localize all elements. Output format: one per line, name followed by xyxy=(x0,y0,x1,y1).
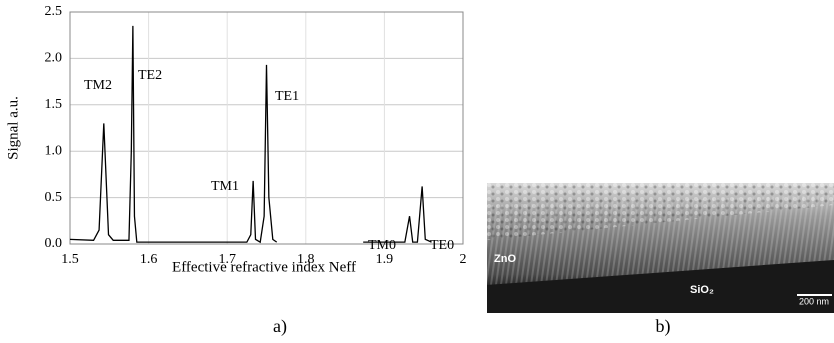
y-tick-label: 2.0 xyxy=(45,51,63,66)
y-tick-label: 2.5 xyxy=(45,4,63,19)
peak-label: TE1 xyxy=(275,89,299,104)
plot-frame xyxy=(70,12,463,244)
x-tick-label: 1.7 xyxy=(218,252,236,267)
x-tick-label: 1.6 xyxy=(140,252,158,267)
peak-label: TM2 xyxy=(84,78,112,93)
x-tick-label: 1.5 xyxy=(61,252,79,267)
peak-label: TM1 xyxy=(211,179,239,194)
panel-label: a) xyxy=(273,316,287,337)
y-tick-label: 0.5 xyxy=(45,190,63,205)
sio2-label: SiO₂ xyxy=(690,284,714,296)
x-tick-label: 2 xyxy=(460,252,467,267)
x-tick-label: 1.9 xyxy=(376,252,394,267)
y-tick-label: 1.5 xyxy=(45,97,63,112)
scale-label: 200 nm xyxy=(799,296,829,306)
peak-label: TE0 xyxy=(430,238,454,253)
peak-label: TM0 xyxy=(368,238,396,253)
y-axis-label: Signal a.u. xyxy=(5,96,21,160)
y-tick-label: 1.0 xyxy=(45,143,63,158)
sem-image: ZnO SiO₂ 200 nm xyxy=(487,183,834,313)
x-tick-label: 1.8 xyxy=(297,252,315,267)
y-tick-label: 0.0 xyxy=(45,236,63,251)
peak-label: TE2 xyxy=(138,68,162,83)
figure: ZnO SiO₂ 200 nm a) b) Effective refracti… xyxy=(0,0,834,343)
x-axis-label: Effective refractive index Neff xyxy=(172,259,356,275)
panel-label: b) xyxy=(656,316,671,337)
zno-label: ZnO xyxy=(494,253,516,265)
